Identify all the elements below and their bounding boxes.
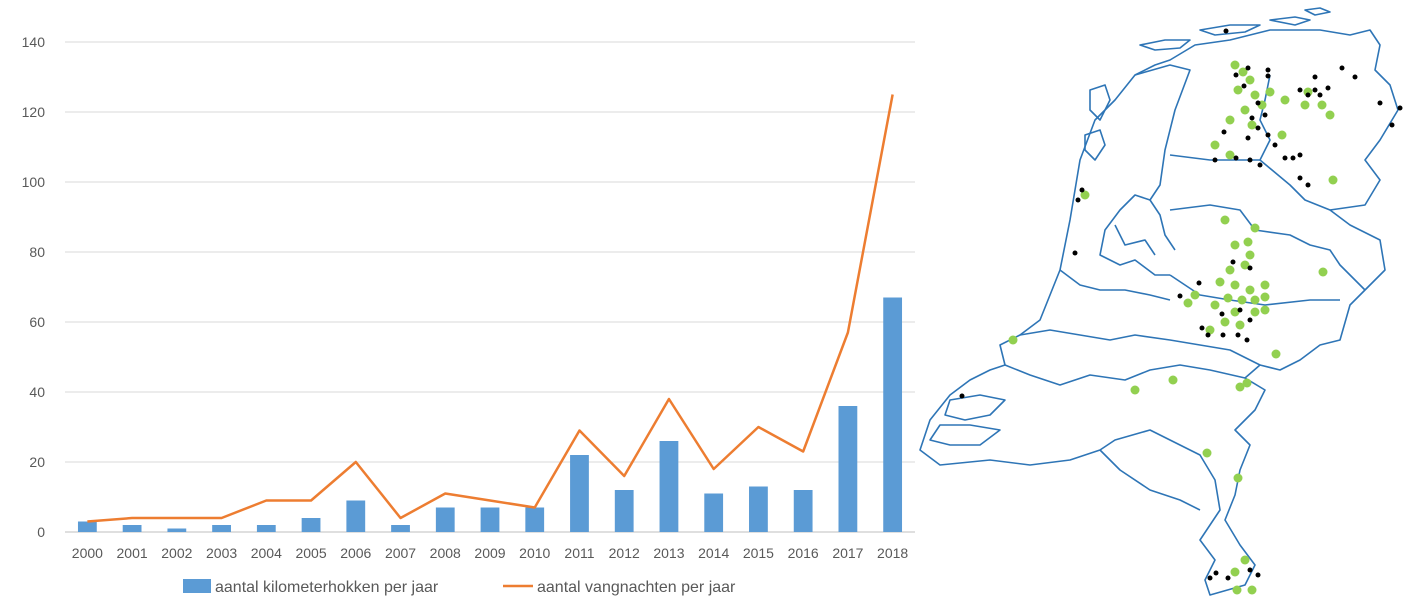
x-tick-label: 2005 <box>295 545 326 561</box>
map-svg <box>919 7 1403 596</box>
bar <box>614 490 634 532</box>
x-tick-label: 2017 <box>832 545 863 561</box>
bar <box>480 507 500 532</box>
bar <box>256 525 276 532</box>
bar-line-chart: 0 20 40 60 80 100 120 140 2000 2001 2002 2003 2004 20… <box>22 34 915 596</box>
chart-panel: 0 20 40 60 80 100 120 140 2000 2001 2002 2003 2004 20… <box>22 34 915 596</box>
bar <box>838 406 858 532</box>
bar <box>77 521 97 532</box>
y-tick-label: 100 <box>22 174 46 190</box>
y-tick-label: 0 <box>37 524 45 540</box>
y-tick-label: 40 <box>29 384 45 400</box>
bar <box>167 528 187 532</box>
netherlands-map <box>910 0 1411 601</box>
x-tick-label: 2000 <box>72 545 103 561</box>
x-tick-label: 2006 <box>340 545 371 561</box>
green-markers <box>1008 60 1338 595</box>
y-tick-label: 60 <box>29 314 45 330</box>
bar <box>346 500 366 532</box>
bar <box>525 507 545 532</box>
black-markers <box>959 28 1403 581</box>
x-tick-label: 2012 <box>609 545 640 561</box>
x-tick-label: 2018 <box>877 545 908 561</box>
x-tick-label: 2004 <box>251 545 282 561</box>
legend-swatch-bar <box>183 579 211 593</box>
bar <box>883 297 903 532</box>
bar <box>391 525 410 532</box>
y-tick-label: 140 <box>22 34 46 50</box>
x-tick-label: 2016 <box>788 545 819 561</box>
x-tick-label: 2007 <box>385 545 416 561</box>
x-tick-label: 2009 <box>474 545 505 561</box>
legend-label-line: aantal vangnachten per jaar <box>537 579 736 596</box>
legend-label-bar: aantal kilometerhokken per jaar <box>215 579 439 596</box>
x-tick-label: 2013 <box>653 545 684 561</box>
x-tick-label: 2002 <box>161 545 192 561</box>
x-tick-label: 2011 <box>564 545 594 561</box>
bar <box>570 455 589 532</box>
bar <box>659 441 679 532</box>
bar <box>793 490 813 532</box>
x-tick-label: 2008 <box>430 545 461 561</box>
bar <box>212 525 231 532</box>
x-tick-label: 2010 <box>519 545 550 561</box>
x-tick-label: 2001 <box>117 545 148 561</box>
y-tick-label: 120 <box>22 104 46 120</box>
bar <box>749 486 768 532</box>
x-tick-label: 2003 <box>206 545 237 561</box>
x-tick-label: 2015 <box>743 545 774 561</box>
x-tick-label: 2014 <box>698 545 729 561</box>
series-line <box>87 94 894 523</box>
bar <box>301 518 321 532</box>
y-tick-label: 20 <box>29 454 45 470</box>
bar <box>122 525 142 532</box>
map-outline <box>919 7 1399 596</box>
y-tick-label: 80 <box>29 244 45 260</box>
bar <box>704 493 724 532</box>
bar <box>435 507 455 532</box>
